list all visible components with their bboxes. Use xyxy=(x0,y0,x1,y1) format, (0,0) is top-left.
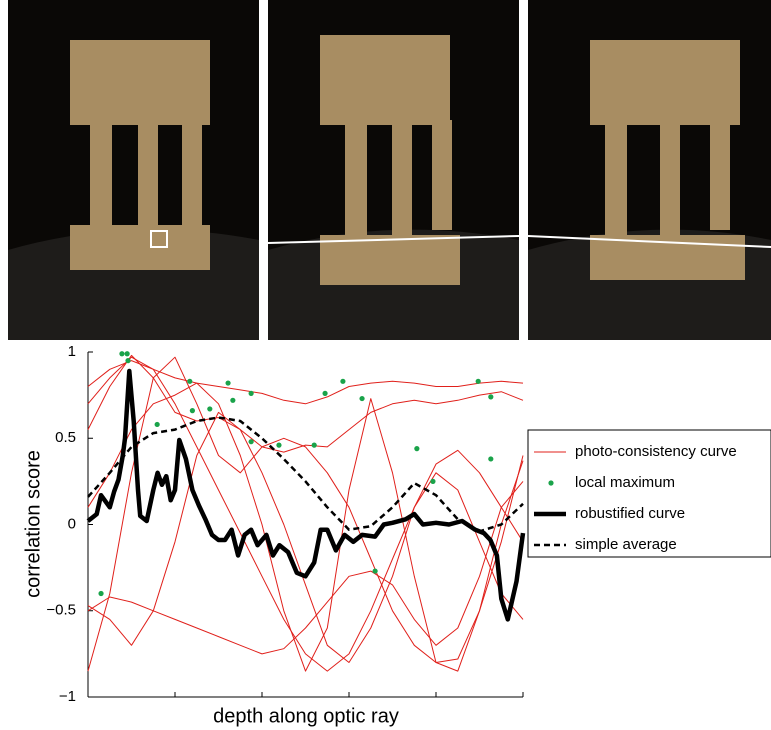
local-maximum-dot xyxy=(190,408,195,413)
local-maximum-dot xyxy=(488,394,493,399)
local-maximum-dot xyxy=(119,351,124,356)
legend-label: robustified curve xyxy=(575,505,685,522)
photos xyxy=(8,0,771,340)
figure: depth along optic ray correlation score … xyxy=(0,0,771,730)
local-maximum-dot xyxy=(322,391,327,396)
legend-label: local maximum xyxy=(575,474,675,491)
local-maximum-dot xyxy=(488,456,493,461)
legend-label: photo-consistency curve xyxy=(575,443,737,460)
local-maximum-dot xyxy=(276,443,281,448)
local-maximum-dot xyxy=(249,391,254,396)
local-maximum-dot xyxy=(225,380,230,385)
curve xyxy=(88,481,523,654)
y-tick-label: 1 xyxy=(68,343,76,360)
local-maximum-dot xyxy=(340,379,345,384)
local-maximum-dot xyxy=(476,379,481,384)
curve xyxy=(88,361,523,404)
legend-label: simple average xyxy=(575,536,677,553)
local-maximum-dot xyxy=(207,406,212,411)
local-maximum-dot xyxy=(312,443,317,448)
local-maximum-dot xyxy=(249,439,254,444)
local-maximum-dot xyxy=(373,568,378,573)
local-maximum-dot xyxy=(359,396,364,401)
y-tick-label: −1 xyxy=(59,688,76,705)
curve xyxy=(88,371,523,619)
curve xyxy=(88,418,523,532)
local-maximum-dot xyxy=(414,446,419,451)
local-maximum-dot xyxy=(98,591,103,596)
y-tick-label: 0.5 xyxy=(55,429,76,446)
local-maximum-dot xyxy=(430,479,435,484)
legend-swatch xyxy=(548,480,553,485)
local-maximum-dot xyxy=(125,358,130,363)
local-maximum-dot xyxy=(230,398,235,403)
local-maximum-dot xyxy=(187,379,192,384)
y-axis-label: correlation score xyxy=(22,450,44,598)
y-tick-label: 0 xyxy=(68,515,76,532)
y-tick-label: −0.5 xyxy=(46,602,76,619)
x-axis-label: depth along optic ray xyxy=(213,705,399,727)
temple-1 xyxy=(70,40,210,270)
local-maximum-dot xyxy=(155,422,160,427)
local-maximum-dot xyxy=(125,351,130,356)
